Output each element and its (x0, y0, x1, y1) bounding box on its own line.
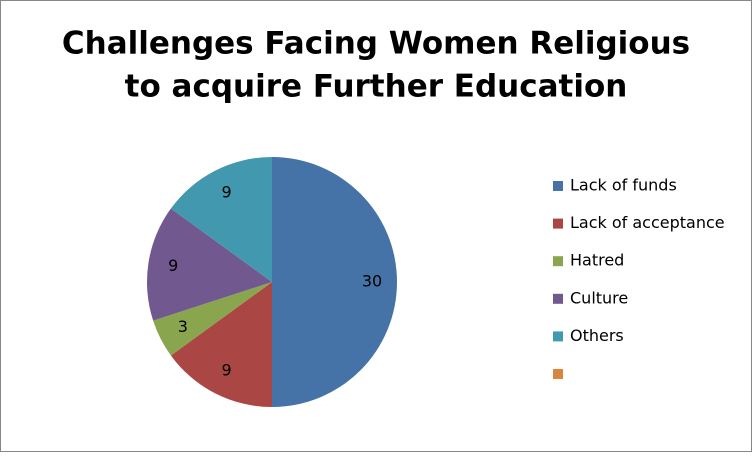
legend-swatch (553, 369, 563, 379)
legend-swatch (553, 218, 563, 229)
legend-label: Lack of acceptance (570, 213, 725, 232)
data-label: 9 (222, 361, 232, 380)
legend-label: Others (570, 326, 624, 345)
data-label: 9 (168, 256, 178, 275)
pie-slice (170, 157, 272, 282)
legend-label: Culture (570, 288, 628, 307)
legend-label: Hatred (570, 251, 624, 270)
data-label: 9 (222, 182, 232, 201)
pie-slice (147, 208, 272, 321)
chart-title: to acquire Further Education (125, 69, 628, 105)
legend-swatch (553, 256, 563, 267)
data-label: 30 (362, 272, 382, 291)
legend-swatch (553, 293, 563, 304)
legend-label: Lack of funds (570, 176, 677, 195)
data-label: 3 (178, 317, 188, 336)
pie-slice (170, 282, 272, 407)
legend-swatch (553, 331, 563, 342)
legend-swatch (553, 181, 563, 191)
pie-slice (272, 157, 397, 407)
pie-slice (153, 282, 272, 356)
chart-title: Challenges Facing Women Religious (62, 26, 690, 62)
